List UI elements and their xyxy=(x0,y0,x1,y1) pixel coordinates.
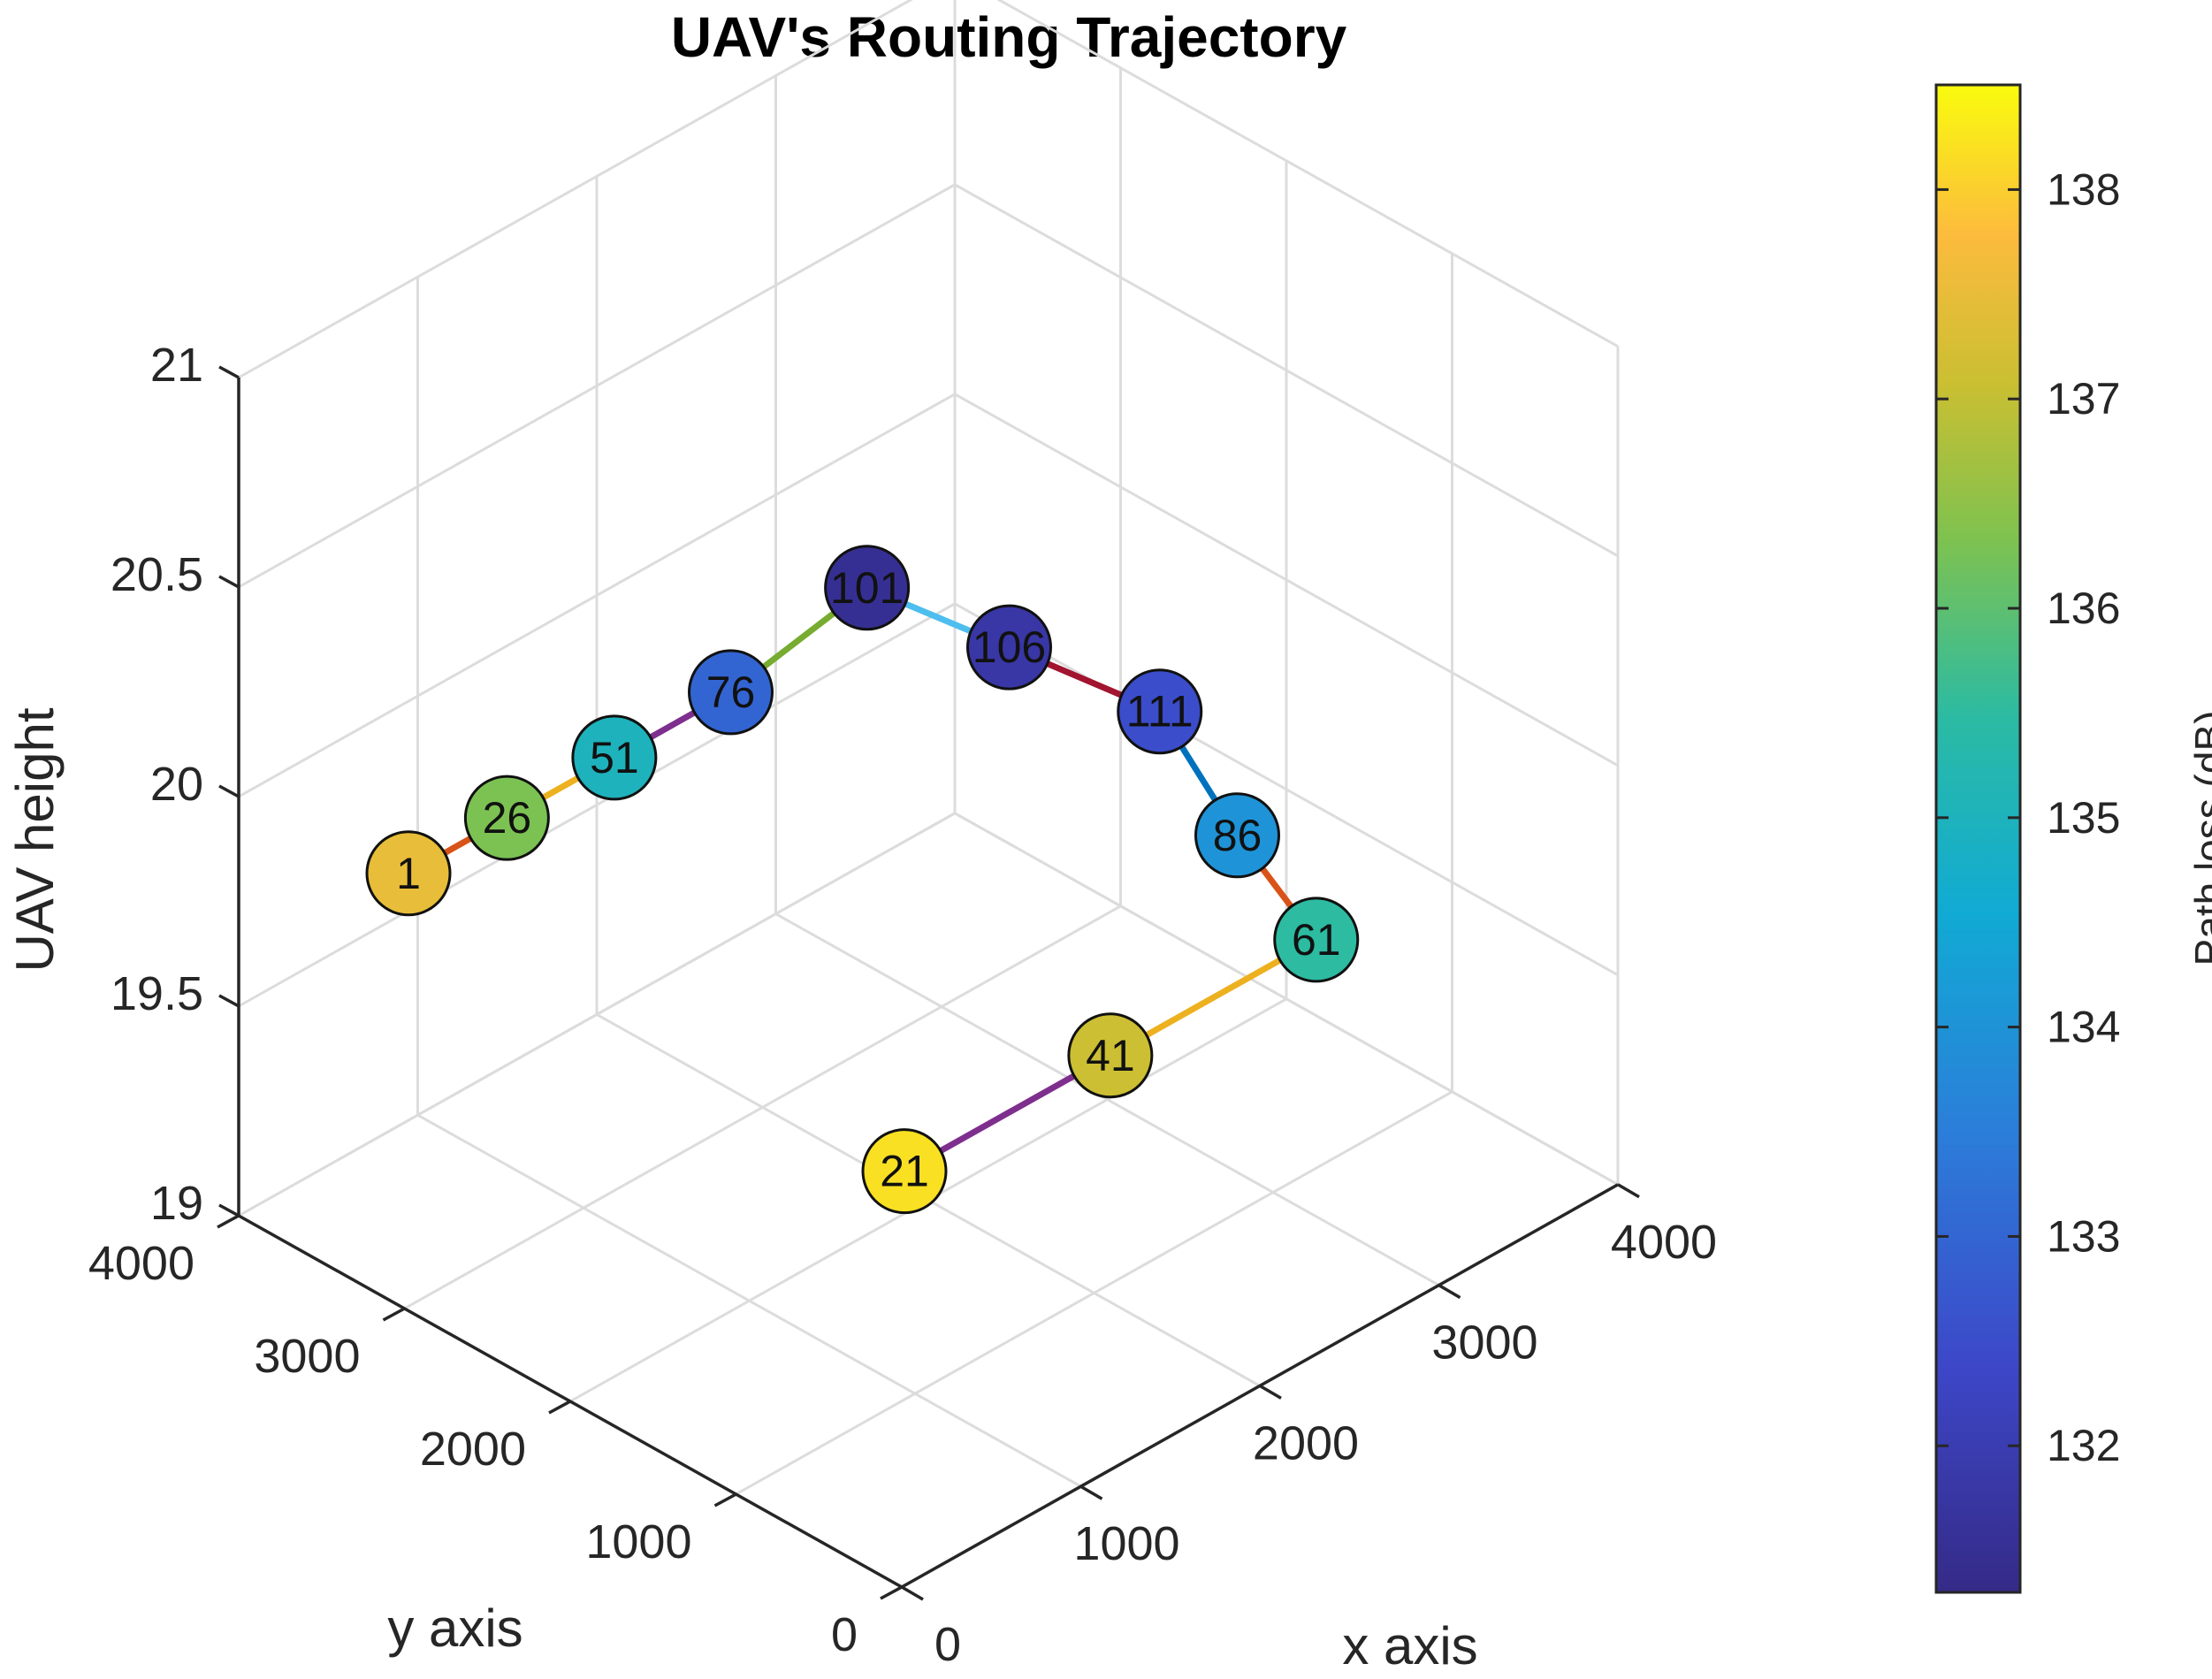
colorbar xyxy=(1934,83,2022,1594)
node-label: 26 xyxy=(483,793,532,843)
z-tick-label: 19 xyxy=(150,1177,203,1230)
x-tick-label: 2000 xyxy=(1253,1416,1359,1469)
colorbar-label: Path loss (dB) xyxy=(2186,711,2212,966)
grid-line xyxy=(238,0,913,379)
node-label: 21 xyxy=(880,1147,929,1196)
trajectory-node: 26 xyxy=(463,775,550,861)
node-marker xyxy=(861,1128,948,1215)
grid-line xyxy=(954,183,1619,558)
z-axis-label: UAV height xyxy=(5,707,65,972)
trajectory-nodes: 1 26 51 76 101 106 111 86 61 41 21 xyxy=(365,545,1360,1215)
colorbar-tick-label: 136 xyxy=(2047,584,2120,633)
trajectory-node: 41 xyxy=(1067,1012,1154,1099)
y-tick-mark xyxy=(217,1214,240,1229)
node-marker xyxy=(824,545,911,631)
grid-line xyxy=(403,904,1122,1310)
node-label: 61 xyxy=(1292,915,1341,965)
y-tick-label: 1000 xyxy=(585,1515,691,1568)
grid-line xyxy=(954,393,1619,767)
grid-line xyxy=(954,812,1619,1187)
node-marker xyxy=(1117,668,1203,755)
z-tick-mark xyxy=(218,994,240,1008)
x-tick-label: 4000 xyxy=(1611,1216,1717,1269)
z-tick-mark xyxy=(218,575,240,589)
node-marker xyxy=(688,649,774,736)
x-tick-mark xyxy=(1438,1284,1461,1300)
x-tick-mark xyxy=(1079,1484,1103,1500)
grid-line xyxy=(238,602,956,1008)
z-tick-mark xyxy=(218,784,240,798)
colorbar-tick-label: 133 xyxy=(2047,1211,2120,1261)
x-tick-mark xyxy=(901,1585,924,1601)
grid-line xyxy=(238,812,956,1217)
node-marker xyxy=(1194,792,1280,879)
axis-layer: 0 1000 2000 3000 4000 0 1000 2000 3000 4000 19 19.5… xyxy=(88,339,1717,1671)
y-tick-mark xyxy=(382,1307,406,1322)
z-tick-mark xyxy=(218,365,240,379)
trajectory-node: 1 xyxy=(365,830,452,917)
grid-line xyxy=(954,602,1619,977)
node-label: 76 xyxy=(706,668,756,717)
node-label: 1 xyxy=(396,849,421,898)
z-tick-label: 21 xyxy=(150,339,203,392)
colorbar-tick-label: 134 xyxy=(2047,1003,2120,1052)
colorbar-tick-label: 137 xyxy=(2047,374,2120,424)
x-tick-label: 0 xyxy=(934,1618,961,1671)
trajectory-node: 106 xyxy=(966,604,1052,691)
node-label: 41 xyxy=(1086,1031,1135,1080)
grid-line xyxy=(735,1090,1453,1496)
y-tick-mark xyxy=(548,1400,571,1415)
node-marker xyxy=(1273,897,1360,983)
x-tick-mark xyxy=(1617,1183,1640,1199)
grid-line xyxy=(238,183,956,589)
trajectory-node: 101 xyxy=(824,545,911,631)
x-tick-mark xyxy=(1259,1384,1282,1400)
node-marker xyxy=(365,830,452,917)
trajectory-node: 111 xyxy=(1117,668,1203,755)
z-tick-label: 20.5 xyxy=(111,548,203,601)
node-label: 101 xyxy=(830,563,904,613)
y-tick-mark xyxy=(880,1585,903,1600)
trajectory-node: 86 xyxy=(1194,792,1280,879)
node-label: 86 xyxy=(1213,811,1262,860)
colorbar-tick-label: 138 xyxy=(2047,164,2120,214)
colorbar-tick-label: 132 xyxy=(2047,1421,2120,1470)
colorbar-tick-label: 135 xyxy=(2047,793,2120,843)
node-label: 111 xyxy=(1126,687,1194,736)
y-tick-label: 4000 xyxy=(88,1237,195,1290)
x-tick-label: 1000 xyxy=(1073,1517,1179,1570)
node-marker xyxy=(1067,1012,1154,1099)
y-tick-label: 2000 xyxy=(420,1423,526,1476)
y-axis-label: y axis xyxy=(387,1599,522,1658)
grid-line xyxy=(238,393,956,798)
node-marker xyxy=(571,714,658,801)
y-tick-mark xyxy=(713,1492,737,1507)
node-label: 51 xyxy=(590,733,639,782)
grid-layer xyxy=(237,0,1620,1589)
trajectory-node: 51 xyxy=(571,714,658,801)
x-axis-label: x axis xyxy=(1342,1616,1477,1675)
x-tick-label: 3000 xyxy=(1431,1316,1537,1370)
z-tick-label: 19.5 xyxy=(111,967,203,1020)
node-label: 106 xyxy=(973,622,1046,672)
trajectory-node: 76 xyxy=(688,649,774,736)
chart-title: UAV's Routing Trajectory xyxy=(671,5,1347,69)
y-tick-label: 0 xyxy=(831,1608,858,1661)
node-marker xyxy=(463,775,550,861)
colorbar-ticks: 132 133 134 135 136 137 138 xyxy=(1936,164,2120,1470)
node-marker xyxy=(966,604,1052,691)
y-tick-label: 3000 xyxy=(254,1330,360,1383)
trajectory-node: 21 xyxy=(861,1128,948,1215)
trajectory-node: 61 xyxy=(1273,897,1360,983)
z-tick-label: 20 xyxy=(150,758,203,811)
z-tick-mark xyxy=(218,1203,240,1217)
grid-line xyxy=(996,0,1619,348)
